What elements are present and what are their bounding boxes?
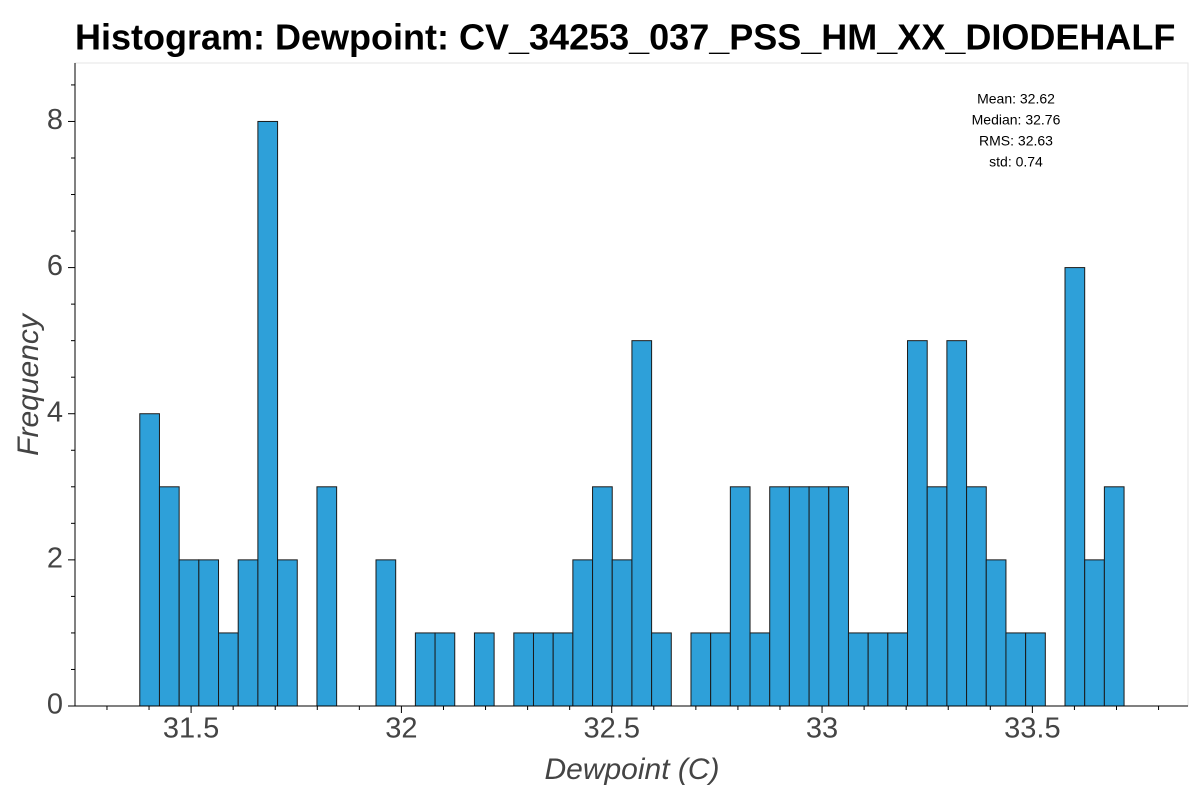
x-tick-label: 33.5 xyxy=(1004,713,1060,745)
bar xyxy=(257,120,279,707)
bar xyxy=(1005,632,1027,707)
bar xyxy=(729,486,751,707)
y-tick-label: 8 xyxy=(47,104,63,136)
bar xyxy=(1084,559,1105,707)
bar xyxy=(887,632,909,707)
bar xyxy=(158,486,180,707)
bar xyxy=(985,559,1007,707)
stat-annotation: Mean: 32.62 xyxy=(977,91,1055,107)
bar xyxy=(513,632,534,707)
bar xyxy=(414,632,436,707)
x-tick-label: 31.5 xyxy=(163,713,219,745)
y-tick-label: 2 xyxy=(47,543,63,575)
x-tick-label: 33 xyxy=(806,713,838,745)
bar xyxy=(316,486,338,707)
stat-annotation: std: 0.74 xyxy=(989,154,1043,170)
bar xyxy=(611,559,633,707)
y-tick-label: 6 xyxy=(47,250,63,282)
bar xyxy=(572,559,594,707)
bar xyxy=(847,632,869,707)
bar xyxy=(631,340,653,707)
bar xyxy=(946,340,968,707)
bar xyxy=(926,486,948,707)
bar xyxy=(592,486,613,707)
bar xyxy=(828,486,849,707)
bar xyxy=(651,632,672,707)
bar xyxy=(1064,267,1086,707)
x-tick-label: 32 xyxy=(385,713,417,745)
bar xyxy=(788,486,810,707)
bar xyxy=(907,340,928,707)
bar xyxy=(237,559,259,707)
bar xyxy=(198,559,220,707)
y-tick-label: 4 xyxy=(47,396,63,428)
bar xyxy=(277,559,298,707)
bar xyxy=(769,486,790,707)
bar xyxy=(710,632,731,707)
bar xyxy=(808,486,830,707)
bar xyxy=(178,559,200,707)
x-tick-label: 32.5 xyxy=(584,713,640,745)
chart-title: Histogram: Dewpoint: CV_34253_037_PSS_HM… xyxy=(75,17,1175,58)
stat-annotation: Median: 32.76 xyxy=(972,112,1061,128)
stat-annotation: RMS: 32.63 xyxy=(979,133,1053,149)
bar xyxy=(690,632,712,707)
bar xyxy=(1103,486,1125,707)
bar xyxy=(473,632,495,707)
bar xyxy=(218,632,239,707)
y-tick-label: 0 xyxy=(47,689,63,721)
bar xyxy=(434,632,456,707)
y-axis-label: Frequency xyxy=(12,312,45,456)
bar xyxy=(749,632,771,707)
bar xyxy=(375,559,397,707)
bar xyxy=(532,632,554,707)
x-axis-label: Dewpoint (C) xyxy=(544,753,719,786)
bar xyxy=(552,632,574,707)
bar xyxy=(139,413,160,707)
bar xyxy=(966,486,987,707)
bar xyxy=(867,632,889,707)
bar xyxy=(1025,632,1046,707)
